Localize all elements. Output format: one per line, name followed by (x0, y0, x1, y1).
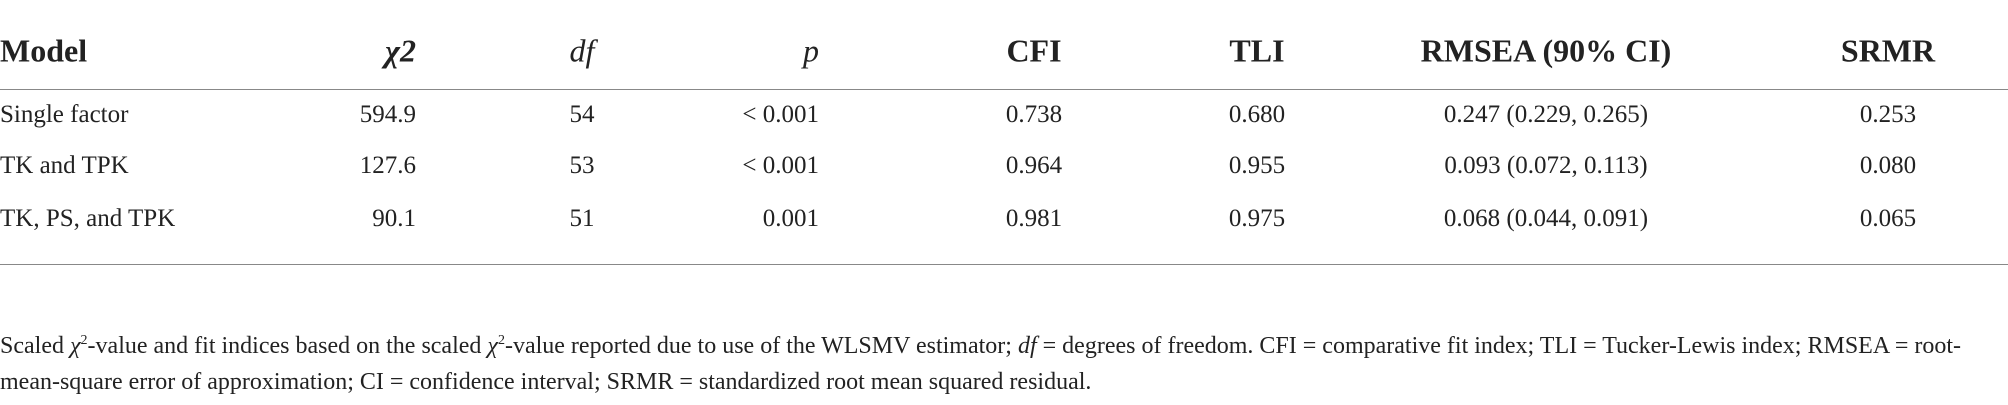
header-rule (0, 89, 2008, 90)
column-header: p (803, 32, 819, 69)
table-cell: 0.680 (1228, 101, 1286, 128)
table-cell: 0.080 (1859, 152, 1917, 179)
table-cell: 53 (569, 152, 595, 179)
column-header: df (569, 32, 595, 69)
table-cell: 127.6 (359, 152, 416, 179)
row-label: TK, PS, and TPK (0, 205, 176, 232)
footnote-superscript: 2 (80, 333, 88, 348)
table-cell: 0.975 (1228, 205, 1286, 232)
table-cell: 54 (569, 101, 595, 128)
footnote-symbol: df (1017, 333, 1037, 359)
footnote-superscript: 2 (497, 333, 505, 348)
table-cell: 0.253 (1859, 101, 1917, 128)
bottom-rule (0, 264, 2008, 265)
row-label: Single factor (0, 101, 129, 128)
table-cell: 0.065 (1859, 205, 1917, 232)
table-cell: 0.001 (762, 205, 819, 232)
table-cell: 0.955 (1228, 152, 1286, 179)
table-cell: < 0.001 (742, 152, 819, 179)
table-cell: 0.247 (0.229, 0.265) (1443, 101, 1649, 128)
footnote: Scaled χ2-value and fit indices based on… (0, 328, 1990, 400)
table-cell: 0.068 (0.044, 0.091) (1443, 205, 1649, 232)
column-header: RMSEA (90% CI) (1420, 32, 1672, 69)
table-cell: 51 (569, 205, 595, 232)
footnote-text: Scaled (0, 333, 70, 359)
table-cell: 0.981 (1005, 205, 1063, 232)
table-cell: 0.964 (1005, 152, 1063, 179)
footnote-text: -value and fit indices based on the scal… (87, 333, 488, 359)
column-header: CFI (1006, 32, 1062, 69)
footnote-symbol: χ (69, 333, 81, 359)
column-header: TLI (1229, 32, 1285, 69)
row-label: TK and TPK (0, 152, 129, 179)
footnote-text: = degrees of freedom. CFI = comparative … (0, 333, 1962, 395)
table-cell: 90.1 (372, 205, 416, 232)
table-cell: 0.738 (1005, 101, 1063, 128)
column-header: Model (0, 32, 88, 69)
column-header: χ2 (385, 32, 416, 69)
table-cell: 594.9 (359, 101, 416, 128)
table-cell: < 0.001 (742, 101, 819, 128)
footnote-symbol: χ (487, 333, 498, 359)
column-header: SRMR (1840, 32, 1936, 69)
footnote-text: -value reported due to use of the WLSMV … (504, 333, 1018, 359)
table-cell: 0.093 (0.072, 0.113) (1444, 152, 1648, 179)
